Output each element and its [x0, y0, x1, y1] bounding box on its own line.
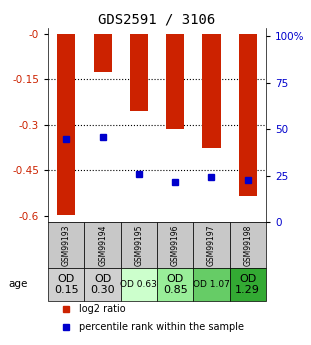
Bar: [166, 34, 184, 129]
Text: OD 0.63: OD 0.63: [120, 280, 157, 289]
Text: GSM99198: GSM99198: [243, 224, 252, 266]
Title: GDS2591 / 3106: GDS2591 / 3106: [98, 12, 216, 27]
Bar: [157, 222, 193, 268]
Text: GSM99196: GSM99196: [171, 224, 180, 266]
Text: percentile rank within the sample: percentile rank within the sample: [79, 322, 244, 332]
Bar: [85, 222, 121, 268]
Text: OD
0.30: OD 0.30: [90, 274, 115, 295]
Text: GSM99193: GSM99193: [62, 224, 71, 266]
Text: GSM99194: GSM99194: [98, 224, 107, 266]
Text: OD
1.29: OD 1.29: [235, 274, 260, 295]
Text: OD 1.07: OD 1.07: [193, 280, 230, 289]
Text: OD
0.15: OD 0.15: [54, 274, 79, 295]
Bar: [202, 34, 220, 148]
Bar: [48, 268, 85, 301]
Bar: [193, 268, 230, 301]
Text: GSM99195: GSM99195: [134, 224, 143, 266]
Bar: [230, 268, 266, 301]
Bar: [157, 268, 193, 301]
Bar: [130, 34, 148, 111]
Bar: [121, 268, 157, 301]
Text: age: age: [9, 279, 28, 289]
Bar: [230, 222, 266, 268]
Bar: [85, 268, 121, 301]
Text: GSM99197: GSM99197: [207, 224, 216, 266]
Bar: [193, 222, 230, 268]
Bar: [57, 34, 75, 215]
Bar: [121, 222, 157, 268]
Text: OD
0.85: OD 0.85: [163, 274, 188, 295]
Text: log2 ratio: log2 ratio: [79, 304, 125, 314]
Bar: [48, 222, 85, 268]
Bar: [94, 34, 112, 72]
Bar: [239, 34, 257, 196]
